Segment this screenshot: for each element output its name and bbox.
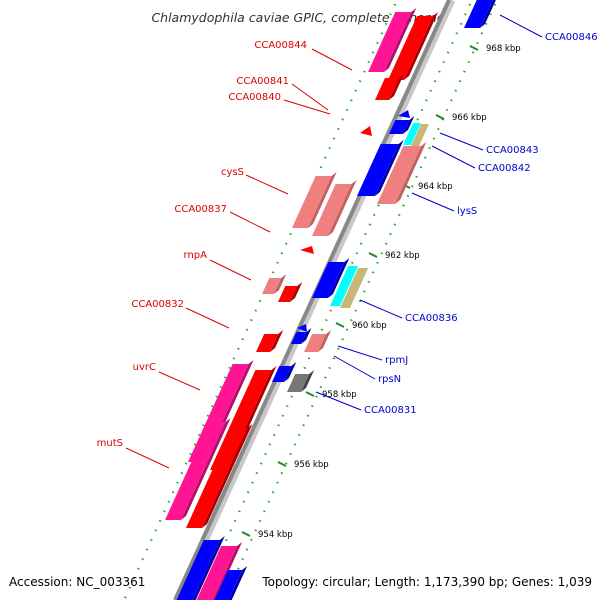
callout-line: [311, 48, 353, 71]
gene-block[interactable]: [172, 536, 225, 600]
ruler-tick-label: 960 kbp: [352, 321, 387, 331]
gene-block[interactable]: [165, 418, 231, 520]
callout-line: [499, 14, 543, 38]
gene-block[interactable]: [368, 8, 417, 72]
outer-ruler-middle: [198, 0, 474, 599]
gene-label-right[interactable]: CCA00842: [478, 163, 531, 174]
gene-label-right[interactable]: rpsN: [378, 374, 401, 385]
gene-block[interactable]: [278, 282, 303, 302]
gene-block[interactable]: [330, 266, 359, 306]
gene-block[interactable]: [388, 12, 439, 80]
gene-block[interactable]: [291, 328, 312, 344]
ruler-tick: [305, 391, 315, 397]
gene-label-right[interactable]: CCA00836: [405, 313, 458, 324]
gene-label-left[interactable]: CCA00844: [254, 40, 307, 51]
ruler-tick-label: 954 kbp: [258, 530, 293, 540]
gene-block[interactable]: [312, 180, 357, 236]
callout-line: [185, 307, 230, 329]
ruler-ticks: 954 kbp 956 kbp 958 kbp 960 kbp 962 kbp 964 k…: [241, 44, 521, 540]
gene-label-right[interactable]: CCA00846: [545, 32, 598, 43]
ruler-tick-label: 966 kbp: [452, 113, 487, 123]
gene-block[interactable]: [340, 268, 369, 308]
callout-line: [229, 211, 271, 233]
gene-block[interactable]: [312, 258, 350, 298]
label-callouts: CCA00844 CCA00841 CCA00840 cysS CCA00837 rnpA…: [97, 14, 598, 469]
ruler-tick-label: 964 kbp: [418, 182, 453, 192]
gene-label-left[interactable]: uvrC: [133, 362, 156, 373]
gene-label-left[interactable]: cysS: [221, 167, 244, 178]
topology-text: Topology: circular; Length: 1,173,390 bp…: [261, 575, 592, 589]
gene-label-right[interactable]: CCA00831: [364, 405, 417, 416]
gene-arrow[interactable]: [398, 110, 410, 118]
callout-line: [431, 145, 476, 169]
gene-arrow[interactable]: [300, 246, 314, 254]
gene-label-right[interactable]: lysS: [457, 206, 477, 217]
ruler-tick-label: 968 kbp: [486, 44, 521, 54]
map-title: Chlamydophila caviae GPIC, complete geno…: [151, 10, 444, 25]
gene-label-left[interactable]: rnpA: [184, 250, 208, 261]
gene-block[interactable]: [403, 123, 421, 145]
ruler-tick-label: 962 kbp: [385, 251, 420, 261]
gene-block[interactable]: [389, 116, 415, 134]
gene-block[interactable]: [292, 172, 337, 228]
gene-block[interactable]: [192, 542, 243, 600]
gene-label-left[interactable]: CCA00832: [131, 299, 184, 310]
gene-block[interactable]: [256, 330, 284, 352]
gene-features: [165, 0, 501, 600]
callout-line: [291, 83, 329, 111]
gene-block[interactable]: [186, 424, 253, 528]
gene-label-left[interactable]: CCA00837: [174, 204, 227, 215]
callout-line: [359, 299, 403, 319]
callout-line: [411, 192, 455, 212]
ruler-tick: [435, 114, 445, 120]
ruler-tick: [277, 461, 287, 467]
gene-arrow[interactable]: [297, 324, 307, 332]
callout-line: [337, 345, 383, 361]
gene-block[interactable]: [464, 0, 501, 28]
ruler-tick-label: 956 kbp: [294, 460, 329, 470]
gene-block[interactable]: [287, 370, 315, 392]
ruler-tick: [335, 322, 345, 328]
callout-line: [209, 259, 252, 281]
gene-arrow[interactable]: [360, 126, 372, 136]
callout-line: [125, 447, 170, 469]
callout-line: [245, 174, 289, 195]
backbone: [173, 0, 451, 600]
gene-block[interactable]: [411, 124, 429, 146]
gene-block[interactable]: [304, 330, 332, 352]
gene-label-left[interactable]: mutS: [97, 438, 123, 449]
gene-block[interactable]: [262, 274, 287, 294]
gene-block[interactable]: [210, 566, 248, 600]
outer-ruler-right: [223, 0, 499, 599]
ruler-tick: [241, 531, 251, 537]
callout-line: [158, 371, 201, 391]
accession-text: Accession: NC_003361: [9, 575, 145, 589]
callout-line: [283, 99, 331, 115]
backbone-shadow: [174, 0, 456, 600]
ruler-tick: [368, 252, 378, 258]
gene-label-left[interactable]: CCA00841: [236, 76, 289, 87]
callout-line: [315, 391, 362, 411]
outer-ruler-left: [123, 0, 399, 599]
gene-label-right[interactable]: rpmJ: [385, 355, 408, 366]
gene-block[interactable]: [357, 140, 404, 196]
callout-line: [439, 132, 484, 151]
ruler-tick-label: 958 kbp: [322, 390, 357, 400]
gene-label-right[interactable]: CCA00843: [486, 145, 539, 156]
gene-label-left[interactable]: CCA00840: [228, 92, 281, 103]
ruler-tick: [469, 45, 479, 51]
gene-block[interactable]: [272, 362, 297, 382]
gene-block[interactable]: [377, 142, 427, 204]
callout-line: [333, 355, 376, 380]
gene-block[interactable]: [375, 74, 404, 100]
